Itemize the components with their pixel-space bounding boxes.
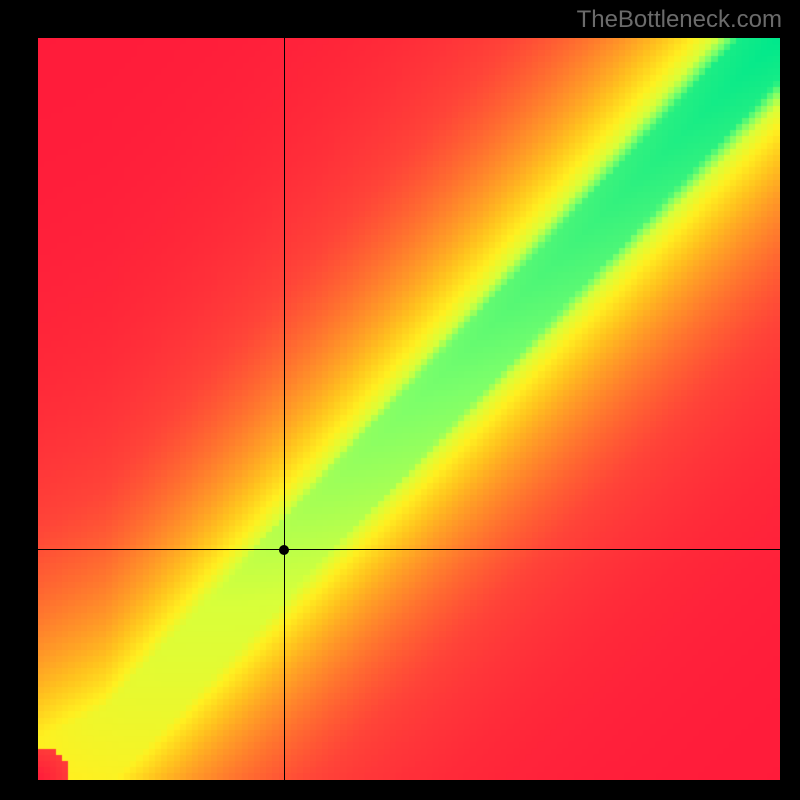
crosshair-vertical	[284, 38, 285, 780]
crosshair-horizontal	[38, 549, 780, 550]
watermark-text: TheBottleneck.com	[577, 6, 782, 34]
bottleneck-heatmap	[38, 38, 780, 780]
